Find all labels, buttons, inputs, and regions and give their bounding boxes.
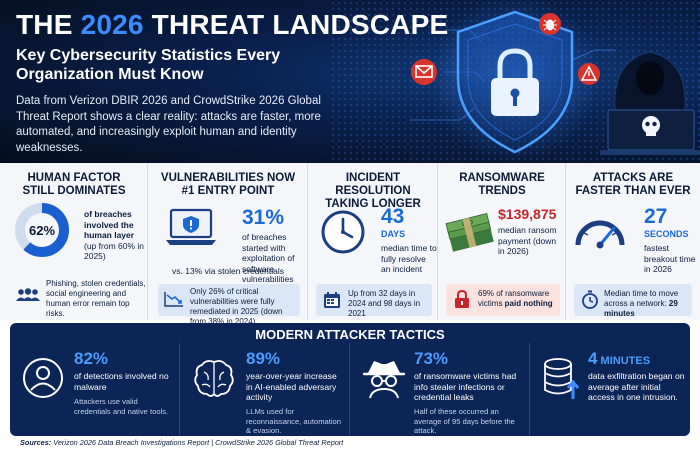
user-icon bbox=[23, 358, 63, 398]
tactic-sub: Attackers use valid credentials and nati… bbox=[74, 397, 169, 416]
hacker-figure bbox=[600, 51, 700, 155]
tactic-info-stealers: 73% of ransomware victims had info steal… bbox=[350, 343, 530, 436]
skull-icon bbox=[642, 116, 660, 136]
stat-incident-resolution: INCIDENT RESOLUTION TAKING LONGER 43 DAY… bbox=[308, 163, 438, 320]
stat-vulnerabilities: VULNERABILITIES NOW #1 ENTRY POINT 31% o… bbox=[148, 163, 308, 326]
bug-alert-icon bbox=[539, 13, 561, 35]
laptop-shield-icon bbox=[166, 208, 216, 245]
tactics-heading: MODERN ATTACKER TACTICS bbox=[255, 327, 445, 342]
donut-percent-label: 62% bbox=[29, 223, 55, 238]
brain-icon bbox=[194, 360, 234, 397]
stat-ransom-value: $139,875 bbox=[498, 206, 557, 222]
stopwatch-icon bbox=[582, 290, 598, 309]
intro-text: Data from Verizon DBIR 2026 and CrowdStr… bbox=[16, 95, 321, 154]
lock-icon bbox=[491, 48, 539, 116]
stat-human-factor: HUMAN FACTOR STILL DOMINATES 62% of brea… bbox=[0, 163, 148, 320]
tactic-desc: of ransomware victims had info stealer i… bbox=[414, 371, 517, 402]
stat-speed-unit: SECONDS bbox=[644, 229, 689, 239]
email-alert-icon bbox=[411, 59, 437, 85]
trend-down-icon bbox=[164, 292, 183, 307]
tactic-sub: Half of these occurred an average of 95 … bbox=[414, 407, 515, 435]
stat-human-desc: of breaches involved the human layer (up … bbox=[84, 209, 144, 261]
stat-ransomware: RANSOMWARE TRENDS $139,875 median ransom… bbox=[438, 163, 566, 320]
stat-attack-speed: ATTACKS ARE FASTER THAN EVER 27 SECONDS … bbox=[566, 163, 700, 320]
stat-vuln-note: Only 26% of critical vulnerabilities wer… bbox=[158, 284, 300, 326]
spy-icon bbox=[362, 361, 406, 399]
stat-incident-desc: median time to fully resolve an incident bbox=[381, 243, 437, 274]
stat-speed-desc: fastest breakout time in 2026 bbox=[644, 243, 696, 274]
stat-heading: INCIDENT RESOLUTION TAKING LONGER bbox=[325, 172, 421, 210]
tactic-no-malware: 82% of detections involved no malware At… bbox=[10, 343, 180, 436]
stats-row: HUMAN FACTOR STILL DOMINATES 62% of brea… bbox=[0, 163, 700, 326]
speedometer-icon bbox=[575, 220, 625, 249]
stat-heading: HUMAN FACTOR STILL DOMINATES bbox=[22, 172, 126, 197]
stat-ransom-note: 69% of ransomware victims paid nothing bbox=[446, 284, 560, 316]
stat-ransom-desc: median ransom payment (down in 2026) bbox=[498, 225, 557, 256]
tactic-desc: of detections involved no malware bbox=[74, 371, 169, 392]
tactic-ai-activity: 89% year-over-year increase in AI-enable… bbox=[180, 343, 350, 436]
stat-heading: RANSOMWARE TRENDS bbox=[459, 172, 545, 197]
hero-header: THE 2026 THREAT LANDSCAPE Key Cybersecur… bbox=[0, 0, 700, 163]
stat-incident-value: 43 bbox=[381, 205, 405, 228]
tactic-sub: LLMs used for reconnaissance, automation… bbox=[246, 407, 341, 435]
stat-vuln-value: 31% bbox=[242, 206, 285, 229]
donut-arc bbox=[15, 203, 69, 257]
page-title: THE 2026 THREAT LANDSCAPE bbox=[16, 9, 449, 40]
page-subtitle: Key Cybersecurity Statistics Every Organ… bbox=[16, 47, 281, 83]
donut-chart: 62% bbox=[15, 203, 69, 257]
stat-speed-note: Median time to move across a network: 29… bbox=[574, 284, 692, 318]
tactic-value: 73% bbox=[414, 349, 449, 368]
warning-alert-icon bbox=[578, 63, 600, 85]
stat-human-note: Phishing, stolen credentials, social eng… bbox=[46, 279, 146, 318]
stat-vuln-compare: vs. 13% via stolen credentials bbox=[172, 266, 284, 276]
money-stack-icon bbox=[445, 213, 494, 252]
users-icon bbox=[16, 288, 40, 301]
stat-incident-unit: DAYS bbox=[381, 229, 406, 239]
stat-speed-value: 27 bbox=[644, 205, 668, 228]
tactic-value: 4 MINUTES bbox=[588, 349, 651, 368]
stat-heading: VULNERABILITIES NOW #1 ENTRY POINT bbox=[160, 172, 296, 197]
stat-incident-note: Up from 32 days in 2024 and 98 days in 2… bbox=[316, 284, 432, 318]
shield-lock-illustration bbox=[410, 0, 700, 163]
attacker-tactics-panel: MODERN ATTACKER TACTICS 82% of detection… bbox=[10, 323, 690, 436]
stat-heading: ATTACKS ARE FASTER THAN EVER bbox=[575, 172, 691, 197]
tactic-value: 89% bbox=[246, 349, 281, 368]
tactic-desc: data exfiltration began on average after… bbox=[588, 371, 685, 402]
lock-icon bbox=[455, 290, 469, 308]
clock-icon bbox=[321, 210, 365, 254]
sources-footer: Sources: Verizon 2026 Data Breach Invest… bbox=[20, 438, 344, 447]
tactic-exfiltration: 4 MINUTES data exfiltration began on ave… bbox=[530, 343, 690, 436]
tactic-value: 82% bbox=[74, 349, 109, 368]
calendar-icon bbox=[324, 292, 340, 308]
stat-vuln-desc: of breaches started with exploitation of… bbox=[242, 232, 295, 284]
tactic-desc: year-over-year increase in AI-enabled ad… bbox=[246, 371, 337, 402]
database-upload-icon bbox=[544, 358, 580, 399]
